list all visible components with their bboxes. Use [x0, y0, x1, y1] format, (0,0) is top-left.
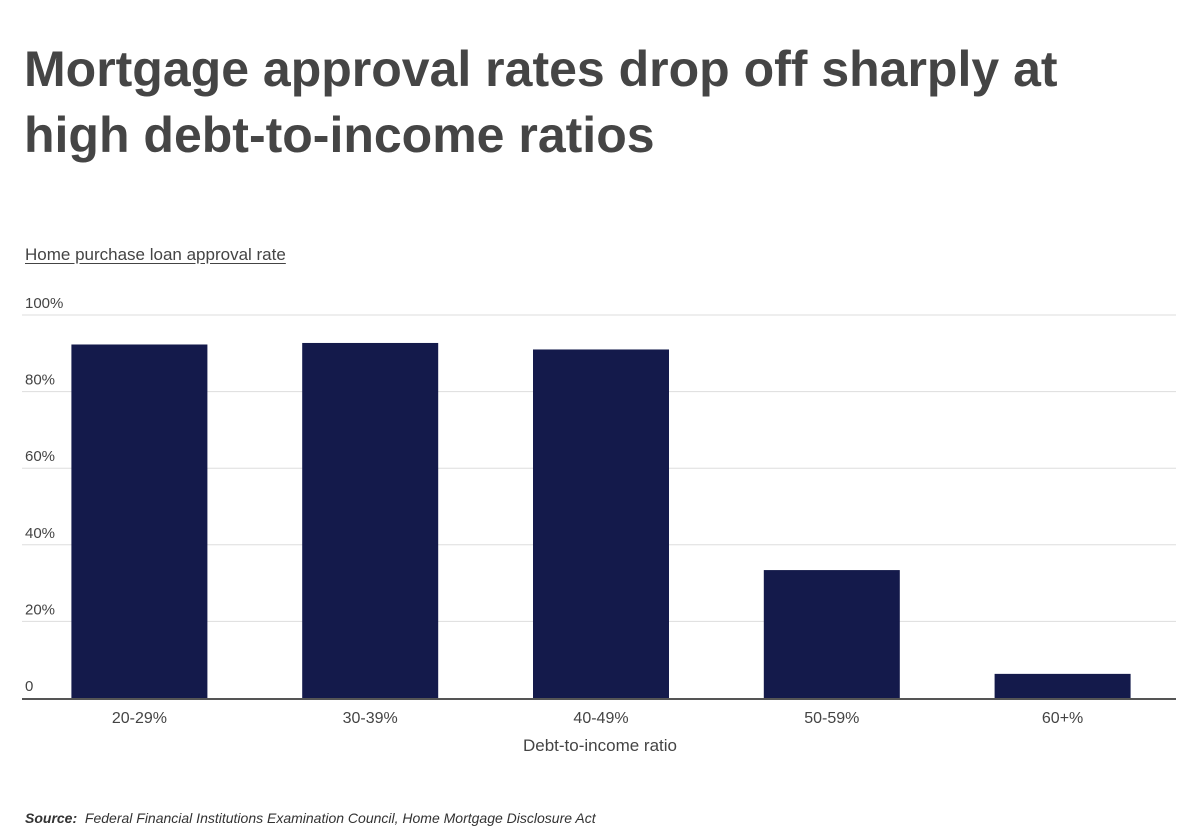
bar-20-29%: [71, 344, 208, 698]
bar-60+%: [994, 673, 1131, 698]
x-tick-label: 50-59%: [804, 710, 859, 727]
bar-40-49%: [533, 349, 669, 698]
x-tick-label: 20-29%: [112, 710, 167, 727]
y-tick-label: 40%: [25, 525, 55, 542]
x-tick-label: 30-39%: [343, 710, 398, 727]
x-axis-label: Debt-to-income ratio: [522, 736, 677, 755]
x-tick-labels: 20-29% 30-39% 40-49% 50-59% 60+%: [112, 710, 1083, 727]
y-tick-label: 60%: [25, 448, 55, 465]
y-tick-label: 20%: [25, 601, 55, 618]
source-text: Federal Financial Institutions Examinati…: [84, 810, 596, 826]
source-note: Source: Federal Financial Institutions E…: [25, 810, 596, 826]
chart-title: Mortgage approval rates drop off sharply…: [24, 41, 1058, 163]
bar-30-39%: [302, 342, 439, 698]
x-tick-label: 40-49%: [573, 710, 628, 727]
x-tick-label: 60+%: [1042, 710, 1083, 727]
y-tick-label: 0: [25, 678, 33, 695]
y-tick-labels: 0 20% 40% 60% 80% 100%: [25, 295, 63, 695]
bar-chart: 0 20% 40% 60% 80% 100% 20-29% 30-39% 40-49% 50-5…: [22, 295, 1176, 727]
bar-50-59%: [763, 570, 900, 698]
y-axis-label: Home purchase loan approval rate: [25, 245, 286, 264]
source-label: Source:: [25, 810, 78, 826]
y-tick-label: 100%: [25, 295, 63, 312]
bars: [71, 342, 1131, 698]
y-tick-label: 80%: [25, 372, 55, 389]
